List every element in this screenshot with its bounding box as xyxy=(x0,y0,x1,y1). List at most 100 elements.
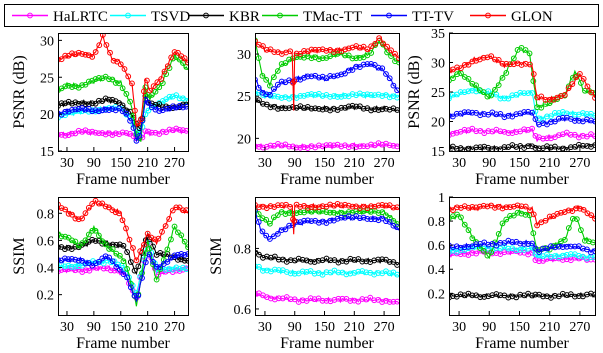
data-point xyxy=(275,256,282,263)
data-point xyxy=(484,203,491,210)
data-point xyxy=(335,269,342,276)
data-point xyxy=(368,91,374,98)
data-point xyxy=(394,224,399,231)
data-point xyxy=(497,292,504,299)
data-point xyxy=(307,258,314,265)
data-point xyxy=(123,91,130,97)
data-point xyxy=(75,127,82,134)
x-tick-label: 210 xyxy=(137,320,158,335)
data-point xyxy=(112,209,119,216)
data-point xyxy=(102,253,109,260)
data-point xyxy=(331,257,338,263)
data-point xyxy=(454,71,460,78)
data-point xyxy=(386,299,393,305)
data-point xyxy=(375,107,382,113)
data-point xyxy=(287,296,294,303)
y-axis-label: PSNR (dB) xyxy=(406,55,423,128)
data-point xyxy=(364,216,371,222)
data-point xyxy=(338,143,345,150)
series-tsvd xyxy=(449,87,595,123)
data-point xyxy=(308,218,315,225)
data-point xyxy=(89,54,96,60)
data-point xyxy=(96,232,102,239)
data-point xyxy=(380,40,387,47)
x-tick-label: 210 xyxy=(539,156,560,171)
x-tick-label: 30 xyxy=(60,320,74,335)
data-point xyxy=(289,104,296,110)
data-point xyxy=(465,109,472,115)
series-tmac-tt xyxy=(255,206,399,227)
data-point xyxy=(58,56,61,63)
data-point xyxy=(481,111,488,117)
x-tick-label: 90 xyxy=(87,320,101,335)
y-axis-label: SSIM xyxy=(11,237,28,274)
data-point xyxy=(75,106,82,112)
data-point xyxy=(338,202,345,209)
x-tick-label: 210 xyxy=(137,156,158,171)
data-point xyxy=(521,241,528,247)
data-point xyxy=(509,293,516,300)
data-point xyxy=(180,104,186,111)
data-point xyxy=(119,85,126,92)
data-point xyxy=(379,65,386,72)
data-point xyxy=(72,263,79,270)
data-point xyxy=(255,219,262,225)
data-point xyxy=(168,54,175,61)
data-point xyxy=(139,134,146,141)
data-point xyxy=(330,142,337,149)
data-point xyxy=(580,75,587,82)
data-point xyxy=(469,250,476,256)
data-point xyxy=(522,211,529,218)
data-point xyxy=(113,241,120,248)
data-point xyxy=(379,209,386,216)
data-point xyxy=(61,246,68,253)
data-point xyxy=(92,107,99,114)
x-tick-label: 210 xyxy=(539,320,560,335)
data-point xyxy=(286,143,293,150)
data-point xyxy=(109,106,116,112)
data-point xyxy=(394,143,399,150)
data-point xyxy=(576,205,583,212)
data-point xyxy=(368,107,374,114)
data-point xyxy=(131,267,138,274)
data-point xyxy=(256,204,262,211)
data-point xyxy=(522,203,529,210)
x-tick-label: 30 xyxy=(258,320,272,335)
chart-panel-4: 30 90 150 210 270 0.2 0.4 0.6 0.8 Frame number SSI… xyxy=(11,197,189,352)
legend-marker xyxy=(485,12,491,19)
data-point xyxy=(132,107,138,114)
data-point xyxy=(135,263,142,270)
axes-frame xyxy=(58,197,189,316)
data-point xyxy=(351,257,358,263)
data-point xyxy=(89,236,96,243)
x-axis-label: Frame number xyxy=(280,171,374,188)
data-point xyxy=(58,268,61,275)
data-point xyxy=(530,78,537,84)
data-point xyxy=(58,131,65,138)
data-point xyxy=(319,271,326,278)
data-point xyxy=(159,104,166,111)
data-point xyxy=(278,61,285,67)
data-point xyxy=(386,259,393,265)
data-point xyxy=(517,240,524,247)
data-point xyxy=(525,143,532,150)
data-point xyxy=(488,249,495,256)
data-point xyxy=(271,266,278,273)
data-point xyxy=(79,51,85,57)
data-point xyxy=(327,73,334,79)
data-point xyxy=(552,244,558,251)
series-halrtc xyxy=(58,125,188,142)
data-point xyxy=(164,246,171,253)
data-point xyxy=(127,98,133,105)
data-point xyxy=(360,61,367,68)
y-tick-label: 20 xyxy=(237,132,251,147)
data-point xyxy=(386,75,393,82)
data-point xyxy=(100,260,107,267)
data-point xyxy=(473,88,480,95)
data-point xyxy=(303,298,310,304)
data-point xyxy=(169,93,176,100)
data-point xyxy=(266,220,273,227)
data-point xyxy=(178,251,185,257)
data-point xyxy=(65,210,72,217)
